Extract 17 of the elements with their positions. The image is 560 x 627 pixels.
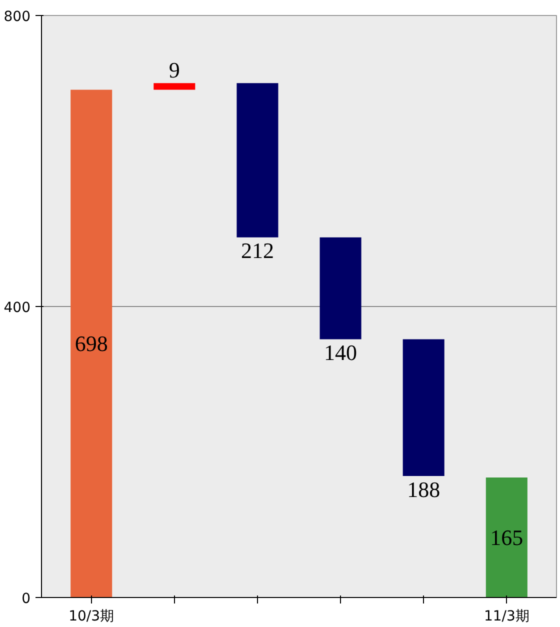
y-tick-label: 0 <box>22 591 31 607</box>
data-label: 212 <box>240 238 274 264</box>
x-tick-label: 11/3期 <box>484 608 530 624</box>
data-label: 9 <box>168 57 180 82</box>
bar <box>402 339 444 476</box>
data-label: 140 <box>324 340 358 366</box>
y-tick-label: 400 <box>4 300 31 316</box>
y-tick-label: 800 <box>4 9 31 25</box>
bar <box>154 83 196 90</box>
data-label: 188 <box>407 476 440 502</box>
data-label: 698 <box>74 331 108 356</box>
data-label: 165 <box>490 524 524 550</box>
bar <box>236 83 278 238</box>
bar <box>486 477 528 598</box>
x-tick-label: 10/3期 <box>68 608 114 624</box>
bar <box>320 237 362 340</box>
bar <box>70 90 112 598</box>
